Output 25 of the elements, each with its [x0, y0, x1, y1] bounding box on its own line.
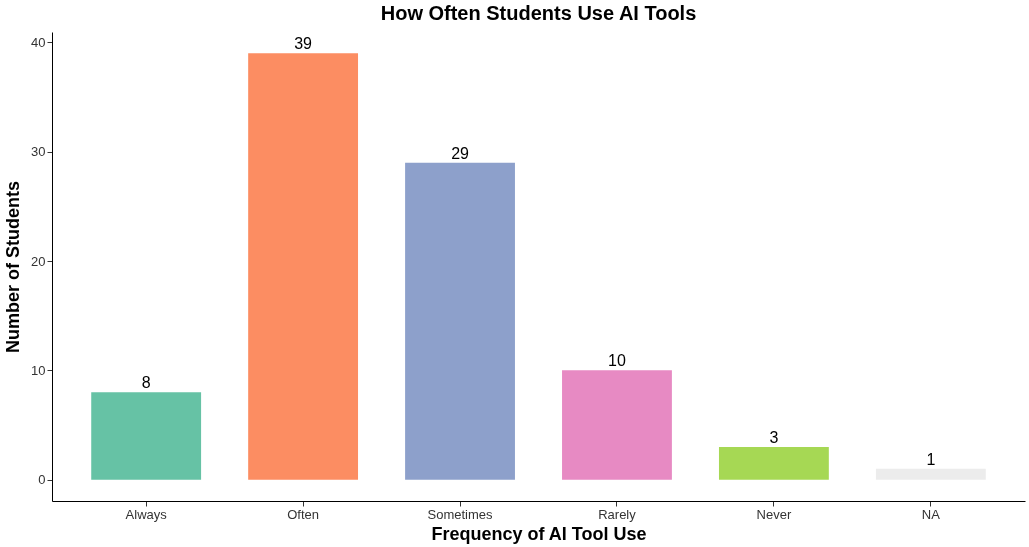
bar [562, 370, 672, 480]
bar [718, 446, 829, 480]
x-tick-label: Never [756, 506, 792, 522]
data-label: 29 [451, 144, 470, 162]
bar [248, 53, 359, 480]
data-label: 1 [926, 450, 936, 468]
data-label: 3 [769, 428, 779, 446]
bar [405, 162, 515, 480]
bar [91, 392, 202, 480]
y-axis-title: Number of Students [3, 180, 24, 354]
y-tick-label: 30 [31, 144, 46, 160]
data-label: 10 [608, 352, 626, 370]
x-tick-label: Often [287, 506, 319, 522]
x-tick-label: Always [125, 506, 168, 522]
y-tick-label: 40 [31, 34, 46, 50]
x-axis-title: Frequency of AI Tool Use [431, 523, 647, 544]
data-label: 39 [294, 35, 313, 53]
y-tick-label: 20 [31, 253, 46, 269]
y-tick-label: 10 [31, 362, 46, 378]
x-tick-label: Sometimes [427, 506, 494, 522]
chart-title: How Often Students Use AI Tools [380, 2, 697, 24]
y-tick-label: 0 [38, 472, 46, 488]
data-label: 8 [141, 374, 151, 392]
x-tick-label: NA [921, 506, 941, 522]
x-tick-label: Rarely [598, 506, 637, 522]
